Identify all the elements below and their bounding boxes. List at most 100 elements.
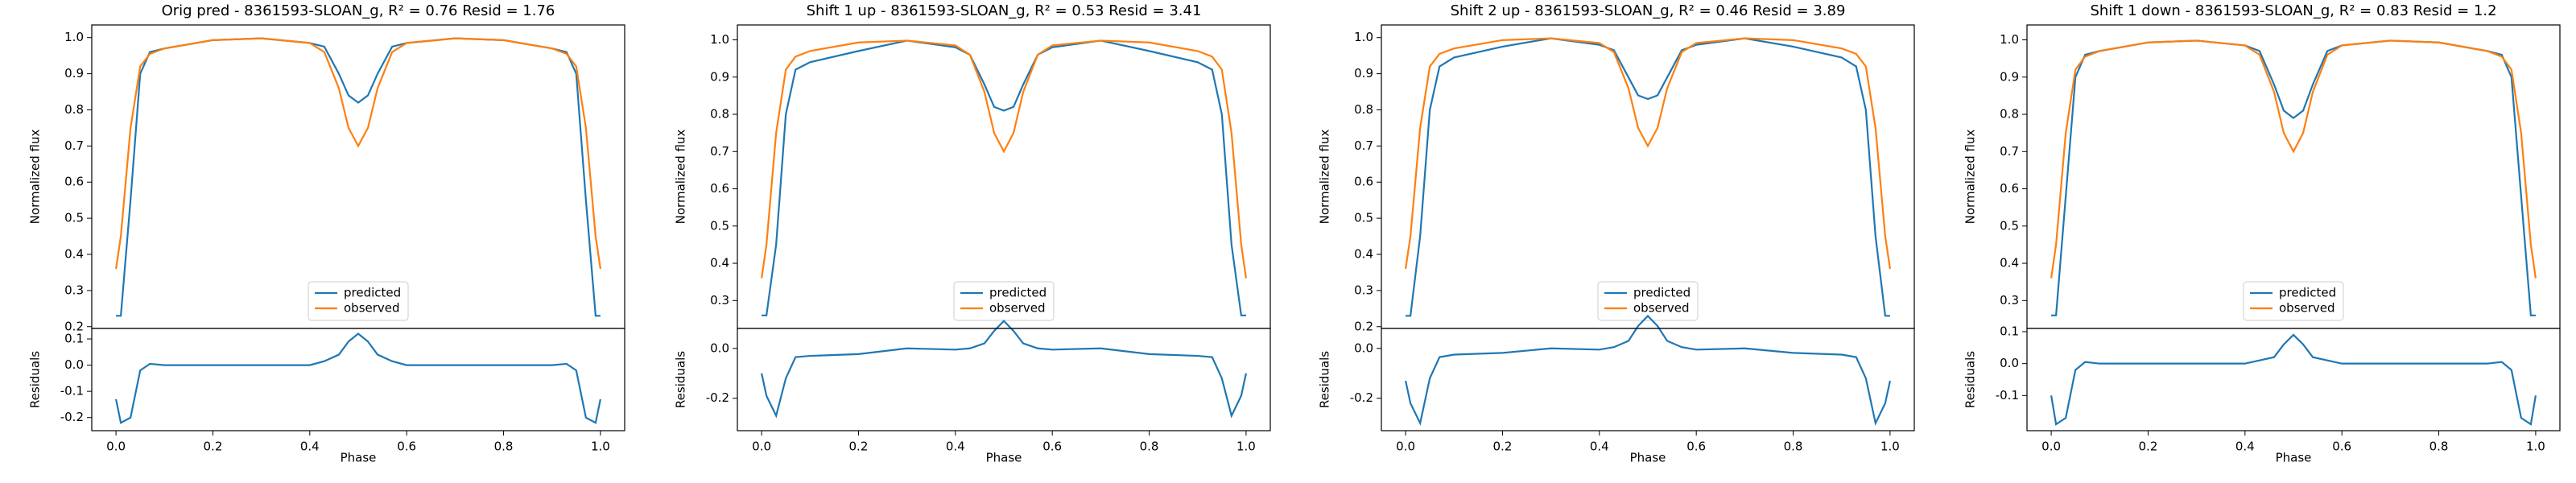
y-tick-label: 0.5 bbox=[710, 218, 729, 233]
y-tick-label: 0.0 bbox=[1354, 341, 1373, 355]
series-line bbox=[1405, 37, 1891, 270]
series-line bbox=[1406, 37, 1890, 317]
y-tick-label: 0.6 bbox=[710, 181, 729, 196]
chart-title: Shift 1 up - 8361593-SLOAN_g, R² = 0.53 … bbox=[807, 2, 1202, 19]
axes-frame bbox=[1381, 328, 1915, 431]
y-tick-label: 0.9 bbox=[710, 69, 729, 84]
y-tick-label: 0.0 bbox=[710, 341, 729, 355]
legend-label: predicted bbox=[344, 286, 401, 300]
x-tick-label: 0.4 bbox=[300, 440, 320, 454]
y-axis-label: Residuals bbox=[28, 351, 43, 408]
x-tick-label: 1.0 bbox=[1880, 440, 1900, 454]
y-axis-label: Normalized flux bbox=[674, 130, 688, 225]
legend-label: observed bbox=[1633, 301, 1690, 316]
x-tick-label: 0.8 bbox=[2429, 440, 2449, 454]
chart-title: Orig pred - 8361593-SLOAN_g, R² = 0.76 R… bbox=[162, 2, 555, 19]
legend-label: predicted bbox=[1633, 286, 1690, 300]
legend-box bbox=[2243, 281, 2344, 321]
y-tick-label: 0.3 bbox=[64, 283, 84, 297]
y-tick-label: -0.1 bbox=[60, 384, 84, 398]
x-tick-label: 0.2 bbox=[204, 440, 223, 454]
y-tick-label: 0.7 bbox=[64, 138, 84, 153]
y-tick-label: 0.4 bbox=[64, 246, 84, 261]
x-tick-label: 0.6 bbox=[1042, 440, 1062, 454]
y-axis-label: Residuals bbox=[674, 351, 688, 408]
series-line bbox=[761, 320, 1247, 419]
y-tick-label: -0.1 bbox=[1996, 388, 2019, 402]
y-tick-label: 0.8 bbox=[710, 107, 729, 122]
y-tick-label: 1.0 bbox=[710, 32, 729, 47]
legend-label: observed bbox=[989, 301, 1046, 316]
series-line bbox=[115, 37, 601, 270]
x-tick-label: 1.0 bbox=[2526, 440, 2545, 454]
legend-box bbox=[308, 281, 409, 321]
y-tick-label: 0.3 bbox=[1354, 283, 1373, 297]
series-line bbox=[761, 39, 1247, 279]
x-axis-label: Phase bbox=[1630, 451, 1666, 465]
y-tick-label: 0.7 bbox=[710, 144, 729, 159]
series-line bbox=[1405, 314, 1891, 427]
x-tick-label: 0.8 bbox=[1784, 440, 1803, 454]
y-tick-label: 0.4 bbox=[1354, 246, 1373, 261]
y-tick-label: 0.4 bbox=[710, 256, 729, 270]
axes-frame bbox=[91, 328, 625, 431]
x-tick-label: 1.0 bbox=[591, 440, 610, 454]
x-tick-label: 0.0 bbox=[106, 440, 126, 454]
series-line bbox=[2051, 39, 2536, 316]
y-tick-label: -0.2 bbox=[1350, 390, 1373, 405]
x-tick-label: 0.4 bbox=[946, 440, 965, 454]
axes-frame bbox=[737, 328, 1271, 431]
x-axis-label: Phase bbox=[341, 451, 377, 465]
y-tick-label: 0.6 bbox=[1354, 175, 1373, 189]
x-tick-label: 0.0 bbox=[752, 440, 771, 454]
legend-box bbox=[1597, 281, 1699, 321]
y-tick-label: 1.0 bbox=[64, 30, 84, 44]
x-tick-label: 0.6 bbox=[397, 440, 416, 454]
y-tick-label: 0.5 bbox=[64, 211, 84, 225]
series-line bbox=[116, 37, 601, 317]
x-tick-label: 0.8 bbox=[1140, 440, 1159, 454]
y-tick-label: -0.2 bbox=[60, 410, 84, 424]
y-tick-label: 1.0 bbox=[1354, 30, 1373, 44]
legend-label: predicted bbox=[2279, 286, 2336, 300]
series-line bbox=[762, 39, 1246, 316]
y-axis-label: Residuals bbox=[1963, 351, 1978, 408]
x-tick-label: 0.8 bbox=[494, 440, 514, 454]
x-tick-label: 0.6 bbox=[2332, 440, 2351, 454]
y-tick-label: 0.6 bbox=[2000, 181, 2019, 196]
y-tick-label: 0.8 bbox=[64, 102, 84, 117]
y-tick-label: 0.8 bbox=[1354, 102, 1373, 117]
y-tick-label: 0.2 bbox=[1354, 319, 1373, 333]
x-axis-label: Phase bbox=[986, 451, 1022, 465]
y-axis-label: Residuals bbox=[1318, 351, 1332, 408]
series-line bbox=[115, 332, 601, 424]
y-tick-label: 0.7 bbox=[2000, 144, 2019, 159]
axes-frame bbox=[2026, 328, 2561, 431]
chart-title: Shift 1 down - 8361593-SLOAN_g, R² = 0.8… bbox=[2090, 2, 2496, 19]
x-tick-label: 0.0 bbox=[2041, 440, 2061, 454]
series-line bbox=[2050, 333, 2537, 426]
y-tick-label: 0.2 bbox=[64, 319, 84, 333]
chart-title: Shift 2 up - 8361593-SLOAN_g, R² = 0.46 … bbox=[1451, 2, 1846, 19]
y-tick-label: 0.4 bbox=[2000, 256, 2019, 270]
y-axis-label: Normalized flux bbox=[1963, 130, 1978, 225]
x-tick-label: 0.4 bbox=[2235, 440, 2255, 454]
y-tick-label: 0.5 bbox=[1354, 211, 1373, 225]
y-tick-label: 0.1 bbox=[2000, 324, 2019, 338]
x-tick-label: 0.0 bbox=[1396, 440, 1415, 454]
y-tick-label: 0.6 bbox=[64, 175, 84, 189]
x-tick-label: 1.0 bbox=[1236, 440, 1256, 454]
x-tick-label: 0.2 bbox=[849, 440, 869, 454]
y-tick-label: -0.2 bbox=[706, 390, 729, 405]
y-tick-label: 0.5 bbox=[2000, 218, 2019, 233]
y-tick-label: 0.9 bbox=[1354, 66, 1373, 80]
x-tick-label: 0.6 bbox=[1686, 440, 1706, 454]
y-tick-label: 0.3 bbox=[2000, 293, 2019, 308]
y-tick-label: 1.0 bbox=[2000, 32, 2019, 47]
y-tick-label: 0.8 bbox=[2000, 107, 2019, 122]
legend-label: observed bbox=[344, 301, 400, 316]
y-axis-label: Normalized flux bbox=[28, 130, 43, 225]
x-tick-label: 0.2 bbox=[2139, 440, 2158, 454]
y-tick-label: 0.9 bbox=[2000, 69, 2019, 84]
